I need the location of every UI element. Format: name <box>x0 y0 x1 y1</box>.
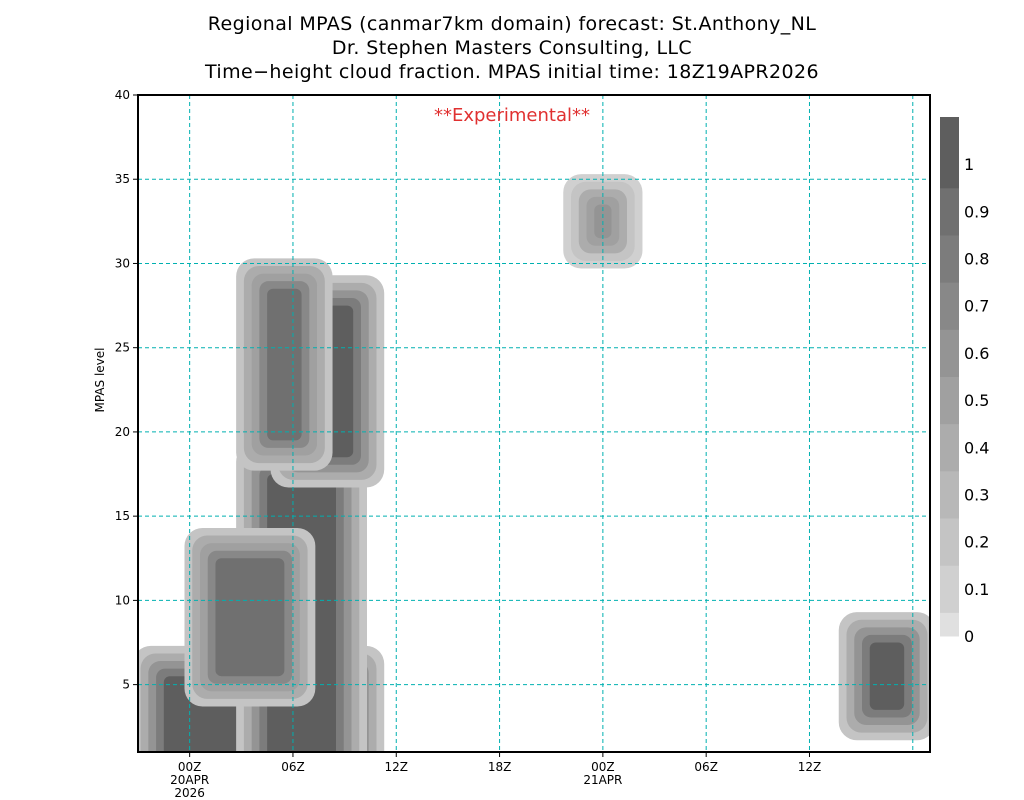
colorbar-segment-9 <box>940 400 959 425</box>
x-tick-label-0-0: 00Z <box>178 760 202 774</box>
colorbar-segment-2 <box>940 565 959 590</box>
x-tick-label-3-0: 18Z <box>488 760 512 774</box>
x-tick-label-1-0: 06Z <box>281 760 305 774</box>
colorbar-segment-8 <box>940 423 959 448</box>
colorbar-segment-6 <box>940 470 959 495</box>
cloud-region-4-band-0 <box>267 288 302 441</box>
y-tick-label-6: 35 <box>115 172 130 186</box>
colorbar-segment-15 <box>940 258 959 283</box>
y-tick-label-1: 10 <box>115 593 130 607</box>
colorbar-segment-3 <box>940 541 959 566</box>
y-tick-label-4: 25 <box>115 341 130 355</box>
colorbar-label-2: 0.2 <box>964 533 989 552</box>
colorbar-label-10: 1 <box>964 155 974 174</box>
x-tick-label-6-0: 12Z <box>798 760 822 774</box>
colorbar: 0 0.1 0.2 0.3 0.4 0.5 0.6 0.7 0.8 0.9 1 <box>940 117 989 646</box>
y-tick-label-2: 15 <box>115 509 130 523</box>
colorbar-segment-18 <box>940 187 959 212</box>
x-tick-label-0-1: 20APR <box>170 773 209 787</box>
colorbar-segment-13 <box>940 305 959 330</box>
colorbar-label-3: 0.3 <box>964 485 989 504</box>
colorbar-label-0: 0 <box>964 627 974 646</box>
colorbar-label-4: 0.4 <box>964 438 989 457</box>
y-axis-label: MPAS level <box>93 348 107 413</box>
colorbar-segment-20 <box>940 140 959 165</box>
colorbar-segment-16 <box>940 234 959 260</box>
y-axis: 5 10 15 20 25 30 35 40 <box>115 88 138 692</box>
colorbar-label-6: 0.6 <box>964 344 989 363</box>
colorbar-segment-1 <box>940 588 959 613</box>
chart-title-line-3: Time−height cloud fraction. MPAS initial… <box>205 61 819 83</box>
colorbar-label-8: 0.8 <box>964 250 989 269</box>
colorbar-segment-4 <box>940 518 959 543</box>
colorbar-label-5: 0.5 <box>964 391 989 410</box>
cloud-region-6-band-0 <box>869 642 905 710</box>
colorbar-label-1: 0.1 <box>964 580 989 599</box>
colorbar-segment-12 <box>940 329 959 354</box>
colorbar-segment-0 <box>940 612 959 637</box>
colorbar-label-9: 0.9 <box>964 202 989 221</box>
y-tick-label-7: 40 <box>115 88 130 102</box>
colorbar-segment-17 <box>940 211 959 236</box>
colorbar-segment-14 <box>940 282 959 307</box>
colorbar-segment-19 <box>940 164 959 189</box>
x-tick-label-4-0: 00Z <box>591 760 615 774</box>
grid-lines <box>138 95 930 752</box>
cloud-field <box>138 174 930 752</box>
colorbar-segment-11 <box>940 352 959 377</box>
chart-title-line-1: Regional MPAS (canmar7km domain) forecas… <box>207 13 817 35</box>
x-tick-label-5-0: 06Z <box>694 760 718 774</box>
y-tick-label-0: 5 <box>122 678 130 692</box>
colorbar-segment-21 <box>940 117 959 142</box>
colorbar-segment-5 <box>940 494 959 519</box>
colorbar-segment-7 <box>940 447 959 472</box>
x-tick-label-4-1: 21APR <box>583 773 622 787</box>
colorbar-segment-10 <box>940 376 959 401</box>
y-tick-label-3: 20 <box>115 425 130 439</box>
cloud-region-2-band-0 <box>215 558 285 677</box>
experimental-annotation: **Experimental** <box>434 105 590 126</box>
chart-title-line-2: Dr. Stephen Masters Consulting, LLC <box>331 37 693 59</box>
y-tick-label-5: 30 <box>115 256 130 270</box>
x-tick-label-0-2: 2026 <box>174 786 205 800</box>
plot-frame <box>137 94 931 753</box>
x-tick-label-2-0: 12Z <box>385 760 409 774</box>
colorbar-label-7: 0.7 <box>964 297 989 316</box>
